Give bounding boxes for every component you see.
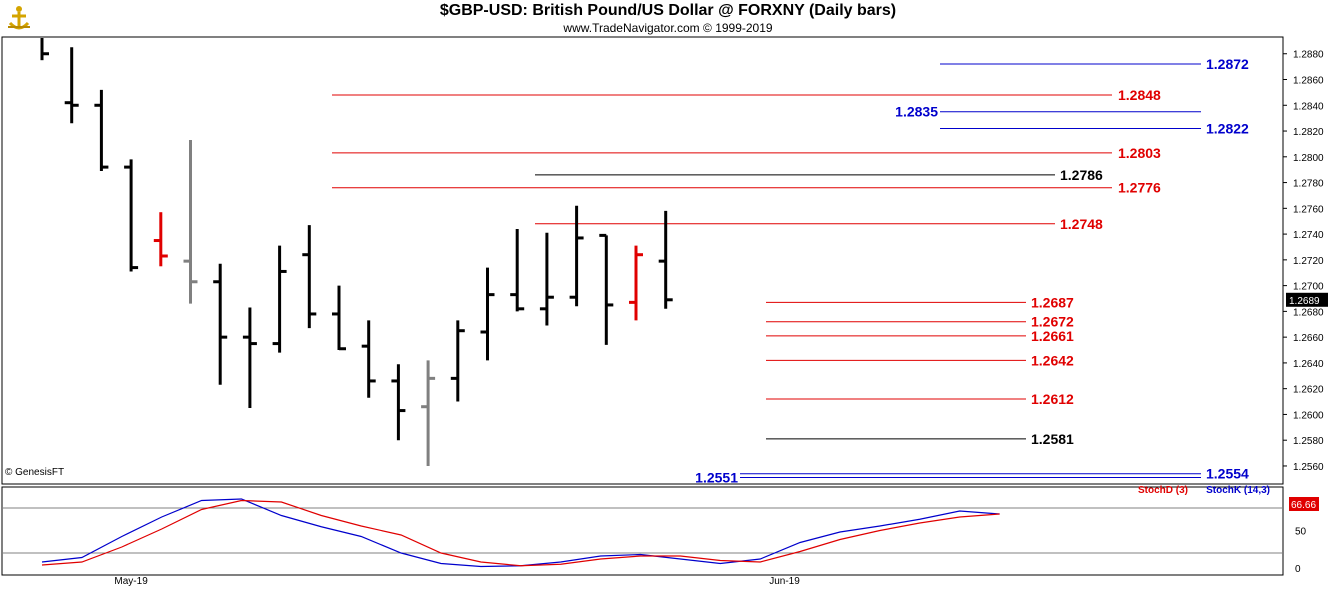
price-axis-label: 1.2880: [1293, 50, 1324, 61]
x-axis-label: May-19: [114, 576, 148, 587]
level-label-1.2748: 1.2748: [1060, 216, 1103, 232]
ohlc-bar: [539, 232, 554, 326]
x-axis-label: Jun-19: [769, 576, 800, 587]
trade-navigator-logo-icon: [8, 6, 30, 30]
level-label-1.2848: 1.2848: [1118, 87, 1161, 103]
price-axis-label: 1.2720: [1293, 256, 1324, 267]
last-price-tag: [1286, 292, 1328, 307]
stoch-line-d: [41, 499, 1000, 567]
level-label-1.2872: 1.2872: [1206, 56, 1249, 72]
ohlc-bar: [242, 307, 257, 408]
level-label-1.2803: 1.2803: [1118, 145, 1161, 161]
price-axis-label: 1.2620: [1293, 385, 1324, 396]
ohlc-bar: [94, 89, 109, 171]
ohlc-bar: [124, 159, 139, 272]
ohlc-bar: [629, 245, 643, 321]
level-label-1.2642: 1.2642: [1031, 352, 1074, 368]
level-label-1.2672: 1.2672: [1031, 314, 1074, 330]
price-axis-label: 1.2560: [1293, 462, 1324, 473]
level-label-1.2687: 1.2687: [1031, 294, 1074, 310]
price-axis-label: 1.2680: [1293, 307, 1324, 318]
ohlc-bar: [153, 212, 168, 267]
price-axis-label: 1.2640: [1293, 359, 1324, 370]
chart-subtitle: www.TradeNavigator.com © 1999-2019: [563, 21, 773, 35]
ohlc-bar: [569, 205, 584, 307]
stoch-legend-k: StochK (14,3): [1206, 485, 1270, 496]
stoch-value-label: 66.66: [1291, 500, 1316, 511]
ohlc-bar: [183, 140, 198, 304]
price-axis-label: 1.2660: [1293, 333, 1324, 344]
stoch-panel-frame: [1, 486, 1284, 576]
level-label-1.2776: 1.2776: [1118, 180, 1161, 196]
ohlc-bar: [361, 320, 376, 398]
level-label-1.2612: 1.2612: [1031, 391, 1074, 407]
price-axis-label: 1.2840: [1293, 101, 1324, 112]
stoch-legend-d: StochD (3): [1138, 485, 1188, 496]
ohlc-bar: [302, 225, 317, 329]
level-label-1.2581: 1.2581: [1031, 431, 1074, 447]
ohlc-bar: [450, 320, 465, 402]
chart-header: $GBP-USD: British Pound/US Dollar @ FORX…: [0, 0, 1336, 37]
level-label-1.2554: 1.2554: [1206, 466, 1249, 482]
last-price-label: 1.2689: [1289, 296, 1320, 307]
price-axis-label: 1.2600: [1293, 410, 1324, 421]
ohlc-bar: [480, 267, 495, 361]
price-axis-label: 1.2780: [1293, 179, 1324, 190]
level-label-1.2835: 1.2835: [895, 104, 938, 120]
price-axis-label: 1.2860: [1293, 76, 1324, 87]
stoch-axis-label: 50: [1295, 527, 1307, 538]
price-axis-label: 1.2760: [1293, 204, 1324, 215]
price-axis-label: 1.2800: [1293, 153, 1324, 164]
ohlc-bar: [421, 360, 436, 466]
ohlc-bar: [64, 47, 79, 124]
stoch-axis-label: 0: [1295, 564, 1301, 575]
price-axis-label: 1.2820: [1293, 127, 1324, 138]
stoch-value-tag: [1289, 497, 1319, 511]
price-axis-label: 1.2700: [1293, 282, 1324, 293]
price-panel-frame: [1, 36, 1284, 485]
ohlc-bar: [658, 210, 673, 309]
copyright-label: © GenesisFT: [5, 467, 65, 478]
chart-title: $GBP-USD: British Pound/US Dollar @ FORX…: [439, 2, 897, 19]
level-label-1.2661: 1.2661: [1031, 328, 1074, 344]
ohlc-bar: [40, 38, 49, 61]
ohlc-bar: [599, 233, 614, 345]
ohlc-bar: [213, 263, 228, 385]
price-axis-label: 1.2580: [1293, 436, 1324, 447]
ohlc-bar: [332, 285, 346, 351]
level-label-1.2822: 1.2822: [1206, 120, 1249, 136]
ohlc-bar: [272, 245, 287, 353]
ohlc-bar: [391, 364, 406, 441]
level-label-1.2551: 1.2551: [695, 470, 738, 486]
ohlc-bar: [510, 228, 525, 312]
level-label-1.2786: 1.2786: [1060, 167, 1103, 183]
price-axis-label: 1.2740: [1293, 230, 1324, 241]
